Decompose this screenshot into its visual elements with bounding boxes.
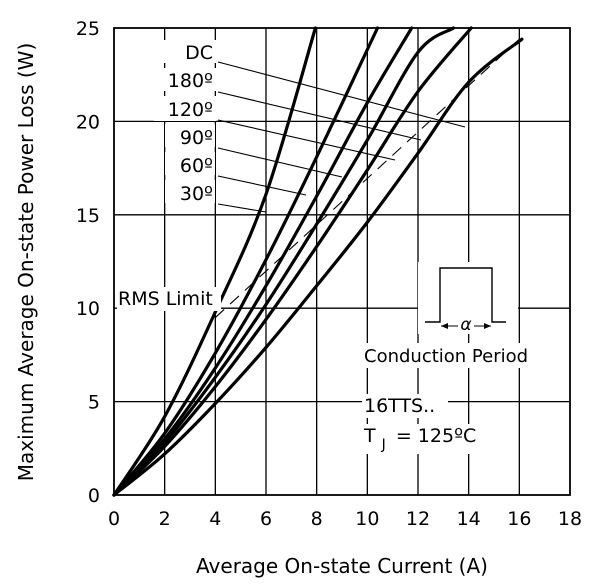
leader-30 xyxy=(217,203,267,213)
rms-limit-label: RMS Limit xyxy=(118,288,213,310)
tj-label: T J = 125ºC xyxy=(363,425,476,454)
series-label-90: 90º xyxy=(180,127,213,149)
leader-90 xyxy=(217,147,343,178)
device-label: 16TTS.. xyxy=(364,395,435,417)
series-line-90 xyxy=(112,26,414,497)
x-axis-title: Average On-state Current (A) xyxy=(196,554,488,578)
series-label-dc: DC xyxy=(185,42,213,64)
x-tick-label-8: 8 xyxy=(311,508,323,530)
series-leader-lines xyxy=(217,61,466,213)
tj-value: = 125ºC xyxy=(396,425,476,447)
tj-symbol: T xyxy=(363,425,376,447)
tick-labels: 0 2 4 6 8 10 12 14 16 18 0 5 10 15 20 25 xyxy=(76,18,582,530)
series-labels: DC 180º 120º 90º 60º 30º xyxy=(154,40,216,205)
leader-120 xyxy=(217,119,396,161)
rms-limit-line-group xyxy=(214,38,520,318)
x-tick-label-4: 4 xyxy=(209,508,221,530)
y-tick-label-25: 25 xyxy=(76,18,100,40)
x-tick-label-18: 18 xyxy=(558,508,582,530)
y-tick-label-5: 5 xyxy=(88,392,100,414)
arrow-right-icon xyxy=(484,323,491,329)
series-line-60 xyxy=(112,26,380,497)
y-tick-label-15: 15 xyxy=(76,205,100,227)
y-tick-label-0: 0 xyxy=(88,485,100,507)
series-line-dc xyxy=(112,37,524,497)
x-tick-label-12: 12 xyxy=(406,508,430,530)
alpha-symbol: α xyxy=(460,315,471,335)
series-line-30 xyxy=(112,26,317,497)
series-line-120 xyxy=(112,26,456,497)
x-tick-label-2: 2 xyxy=(159,508,171,530)
x-tick-label-16: 16 xyxy=(507,508,531,530)
x-tick-label-0: 0 xyxy=(108,508,120,530)
conduction-period-label: Conduction Period xyxy=(364,346,528,367)
plot-frame xyxy=(113,27,571,496)
device-notes: 16TTS.. T J = 125ºC xyxy=(362,394,492,454)
y-axis-title: Maximum Average On-state Power Loss (W) xyxy=(14,43,38,481)
rms-limit-line xyxy=(214,38,520,318)
x-tick-label-6: 6 xyxy=(260,508,272,530)
leader-180 xyxy=(217,91,422,141)
series-label-30: 30º xyxy=(180,183,213,205)
x-tick-label-14: 14 xyxy=(457,508,481,530)
pulse-waveform xyxy=(425,267,506,323)
y-tick-label-20: 20 xyxy=(76,111,100,133)
y-tick-label-10: 10 xyxy=(76,298,100,320)
x-tick-label-10: 10 xyxy=(355,508,379,530)
series-label-60: 60º xyxy=(180,155,213,177)
series-label-120: 120º xyxy=(168,99,213,121)
series-curves xyxy=(112,26,524,497)
tj-subscript: J xyxy=(381,437,386,453)
arrow-left-icon xyxy=(441,323,448,329)
leader-60 xyxy=(217,175,307,196)
series-label-180: 180º xyxy=(168,70,213,92)
conduction-period-diagram: α Conduction Period xyxy=(363,262,573,368)
series-line-180 xyxy=(112,26,473,497)
leader-dc xyxy=(217,61,466,128)
